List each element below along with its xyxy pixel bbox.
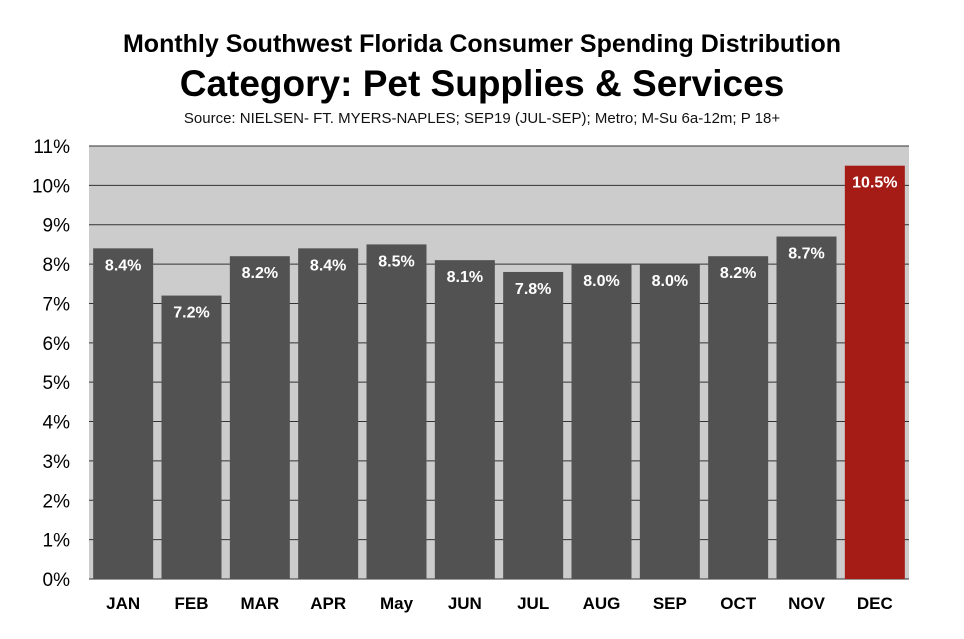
data-label: 8.4% — [310, 257, 346, 274]
x-tick-label: APR — [310, 594, 346, 613]
data-label: 8.2% — [720, 265, 756, 282]
data-label: 8.0% — [652, 273, 688, 290]
x-tick-label: JUL — [517, 594, 549, 613]
chart-title: Monthly Southwest Florida Consumer Spend… — [122, 30, 842, 58]
x-tick-label: NOV — [788, 594, 826, 613]
data-label: 7.2% — [173, 305, 209, 322]
y-tick-label: 0% — [43, 570, 71, 591]
bar — [366, 244, 427, 579]
y-tick-label: 4% — [43, 413, 71, 434]
chart-source: Source: NIELSEN- FT. MYERS-NAPLES; SEP19… — [183, 110, 781, 127]
data-label: 8.4% — [105, 257, 141, 274]
y-tick-label: 5% — [43, 373, 71, 394]
y-tick-label: 10% — [32, 176, 70, 197]
x-tick-label: FEB — [175, 594, 209, 613]
data-label: 8.5% — [378, 253, 414, 270]
x-tick-label: JAN — [106, 594, 140, 613]
bar — [503, 271, 564, 579]
y-tick-label: 2% — [43, 491, 71, 512]
data-label: 8.7% — [788, 246, 824, 263]
x-tick-label: OCT — [720, 594, 757, 613]
bar — [844, 165, 905, 579]
y-tick-label: 6% — [43, 334, 71, 355]
y-tick-label: 11% — [33, 137, 70, 158]
data-label: 8.0% — [583, 273, 619, 290]
plot-area — [89, 146, 909, 579]
bar — [776, 236, 837, 579]
bar — [434, 260, 495, 579]
x-tick-label: May — [380, 594, 414, 613]
x-tick-label: MAR — [240, 594, 279, 613]
x-tick-label: DEC — [857, 594, 893, 613]
bar — [708, 256, 769, 579]
y-tick-label: 1% — [43, 531, 71, 552]
y-tick-label: 8% — [43, 255, 71, 276]
y-tick-label: 3% — [43, 452, 71, 473]
data-label: 10.5% — [852, 175, 897, 192]
data-label: 7.8% — [515, 281, 551, 298]
bar — [161, 295, 222, 579]
bar — [639, 264, 700, 579]
bar — [571, 264, 632, 579]
bar — [229, 256, 290, 579]
y-tick-label: 7% — [43, 294, 71, 315]
data-label: 8.1% — [447, 269, 483, 286]
data-label: 8.2% — [242, 265, 278, 282]
bar — [298, 248, 359, 579]
x-tick-label: JUN — [448, 594, 482, 613]
x-tick-label: SEP — [653, 594, 687, 613]
x-tick-label: AUG — [583, 594, 621, 613]
bar — [93, 248, 154, 579]
chart-subtitle: Category: Pet Supplies & Services — [179, 63, 785, 104]
y-tick-label: 9% — [43, 216, 71, 237]
